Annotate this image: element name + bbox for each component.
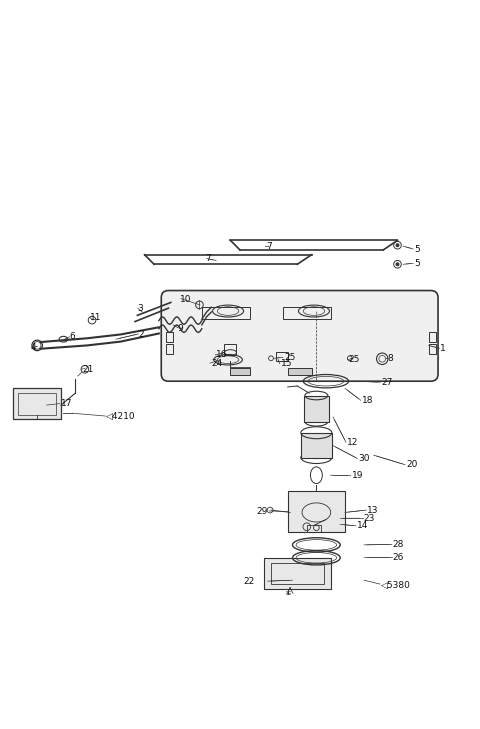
Text: 14: 14 xyxy=(357,521,368,530)
Bar xyxy=(304,396,329,422)
Text: 5: 5 xyxy=(414,259,420,268)
Text: 22: 22 xyxy=(243,577,254,585)
Bar xyxy=(288,368,312,375)
Text: 1: 1 xyxy=(441,344,446,353)
Bar xyxy=(230,368,250,375)
Text: 24: 24 xyxy=(211,359,222,367)
Text: 19: 19 xyxy=(352,471,363,480)
Bar xyxy=(288,491,345,531)
Bar xyxy=(429,344,436,354)
Text: 29: 29 xyxy=(257,507,268,515)
Text: 6: 6 xyxy=(69,332,75,341)
Bar xyxy=(429,332,436,342)
Text: 11: 11 xyxy=(90,313,101,322)
Text: 10: 10 xyxy=(180,295,192,303)
Bar xyxy=(271,563,324,584)
Bar xyxy=(202,307,250,319)
Text: 5: 5 xyxy=(414,244,420,254)
Text: 12: 12 xyxy=(347,438,358,447)
Text: 28: 28 xyxy=(393,540,404,549)
Text: 15: 15 xyxy=(281,359,292,368)
Text: 25: 25 xyxy=(349,355,360,364)
Text: 7: 7 xyxy=(266,242,272,251)
Text: 9: 9 xyxy=(177,324,183,333)
Text: ◁5380: ◁5380 xyxy=(381,580,411,590)
Text: 8: 8 xyxy=(387,354,393,363)
Text: 21: 21 xyxy=(83,364,94,374)
Bar xyxy=(276,352,288,361)
Circle shape xyxy=(396,263,399,265)
Text: 27: 27 xyxy=(381,378,393,386)
Bar xyxy=(18,393,56,415)
Bar xyxy=(307,526,321,532)
Text: ◁4210: ◁4210 xyxy=(107,412,136,421)
Text: 25: 25 xyxy=(284,353,295,362)
Bar xyxy=(264,558,331,589)
Bar xyxy=(224,345,236,355)
Text: 17: 17 xyxy=(60,399,72,408)
Text: 13: 13 xyxy=(367,505,379,515)
Text: 2: 2 xyxy=(139,330,144,339)
Text: 20: 20 xyxy=(406,460,418,469)
Text: 30: 30 xyxy=(359,454,370,463)
Bar xyxy=(166,344,173,354)
Bar xyxy=(301,433,332,458)
Text: 23: 23 xyxy=(363,514,374,523)
Bar xyxy=(166,332,173,342)
Bar xyxy=(13,389,61,419)
FancyBboxPatch shape xyxy=(161,291,438,381)
Text: 26: 26 xyxy=(393,553,404,562)
Text: 18: 18 xyxy=(362,396,373,405)
Bar xyxy=(283,307,331,319)
Circle shape xyxy=(396,243,399,246)
Text: 16: 16 xyxy=(216,351,228,359)
Text: 3: 3 xyxy=(137,304,143,313)
Text: 4: 4 xyxy=(31,343,36,352)
Text: 7: 7 xyxy=(205,254,211,263)
